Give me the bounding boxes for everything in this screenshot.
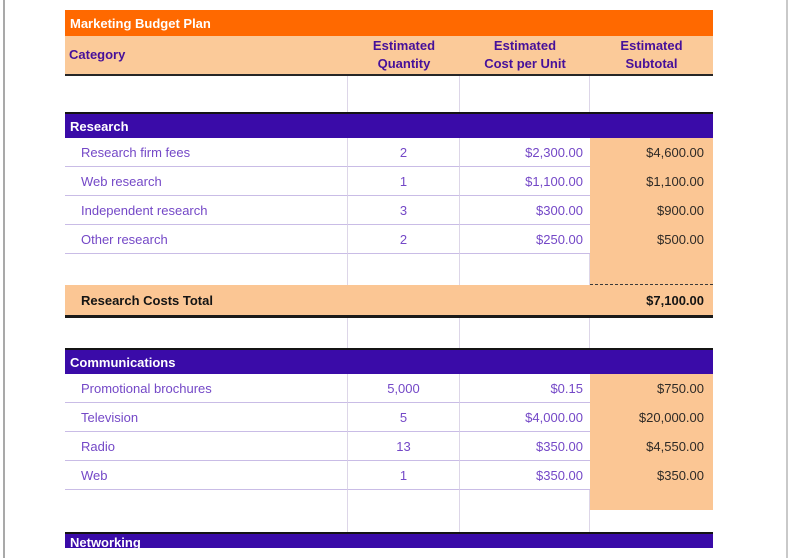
window-border-left: [3, 0, 5, 558]
cell-quantity[interactable]: 3: [348, 196, 460, 225]
table-row: Web research 1 $1,100.00 $1,100.00: [65, 167, 713, 196]
table-row: Web 1 $350.00 $350.00: [65, 461, 713, 490]
table-row: Radio 13 $350.00 $4,550.00: [65, 432, 713, 461]
sheet-title-text: Marketing Budget Plan: [70, 15, 211, 31]
cell-subtotal[interactable]: $350.00: [590, 461, 713, 490]
cell-quantity[interactable]: 5: [348, 403, 460, 432]
cell-category[interactable]: Television: [65, 403, 348, 432]
cell-subtotal[interactable]: $750.00: [590, 374, 713, 403]
cell-subtotal[interactable]: $20,000.00: [590, 403, 713, 432]
window-border-right: [786, 0, 788, 558]
total-label[interactable]: Research Costs Total: [81, 292, 213, 308]
column-header-category: Category: [69, 47, 126, 63]
cell-subtotal[interactable]: $4,550.00: [590, 432, 713, 461]
table-row: Research firm fees 2 $2,300.00 $4,600.00: [65, 138, 713, 167]
budget-spreadsheet: Marketing Budget Plan Category Estimated…: [65, 10, 713, 548]
section-header-networking: Networking: [65, 532, 713, 548]
cell-cost-per-unit[interactable]: $350.00: [460, 461, 590, 490]
cell-cost-per-unit[interactable]: $300.00: [460, 196, 590, 225]
empty-row[interactable]: [65, 490, 713, 510]
column-header-row: Category Estimated Quantity Estimated Co…: [65, 36, 713, 76]
empty-row[interactable]: [65, 76, 713, 112]
cell-cost-per-unit[interactable]: $0.15: [460, 374, 590, 403]
cell-category[interactable]: Promotional brochures: [65, 374, 348, 403]
cell-quantity[interactable]: 5,000: [348, 374, 460, 403]
total-value[interactable]: $7,100.00: [646, 292, 704, 308]
cell-cost-per-unit[interactable]: $2,300.00: [460, 138, 590, 167]
table-row: Promotional brochures 5,000 $0.15 $750.0…: [65, 374, 713, 403]
cell-category[interactable]: Other research: [65, 225, 348, 254]
column-header-quantity: Estimated Quantity: [372, 38, 436, 71]
cell-cost-per-unit[interactable]: $250.00: [460, 225, 590, 254]
cell-cost-per-unit[interactable]: $1,100.00: [460, 167, 590, 196]
cell-cost-per-unit[interactable]: $4,000.00: [460, 403, 590, 432]
cell-category[interactable]: Research firm fees: [65, 138, 348, 167]
cell-subtotal[interactable]: $900.00: [590, 196, 713, 225]
column-header-cost: Estimated Cost per Unit: [484, 38, 566, 71]
cell-category[interactable]: Web: [65, 461, 348, 490]
cell-subtotal[interactable]: $500.00: [590, 225, 713, 254]
cell-quantity[interactable]: 2: [348, 138, 460, 167]
sheet-title: Marketing Budget Plan: [65, 10, 713, 36]
cell-subtotal[interactable]: $4,600.00: [590, 138, 713, 167]
empty-row[interactable]: [65, 318, 713, 348]
empty-row[interactable]: [65, 510, 713, 532]
cell-category[interactable]: Independent research: [65, 196, 348, 225]
cell-quantity[interactable]: 2: [348, 225, 460, 254]
cell-subtotal[interactable]: $1,100.00: [590, 167, 713, 196]
table-row: Independent research 3 $300.00 $900.00: [65, 196, 713, 225]
research-total-row: Research Costs Total $7,100.00: [65, 285, 713, 318]
cell-cost-per-unit[interactable]: $350.00: [460, 432, 590, 461]
section-header-research: Research: [65, 112, 713, 138]
cell-category[interactable]: Web research: [65, 167, 348, 196]
cell-category[interactable]: Radio: [65, 432, 348, 461]
column-header-subtotal: Estimated Subtotal: [620, 38, 683, 71]
cell-quantity[interactable]: 1: [348, 461, 460, 490]
section-header-communications: Communications: [65, 348, 713, 374]
table-row: Other research 2 $250.00 $500.00: [65, 225, 713, 254]
cell-quantity[interactable]: 13: [348, 432, 460, 461]
empty-row[interactable]: [65, 254, 713, 285]
cell-quantity[interactable]: 1: [348, 167, 460, 196]
table-row: Television 5 $4,000.00 $20,000.00: [65, 403, 713, 432]
